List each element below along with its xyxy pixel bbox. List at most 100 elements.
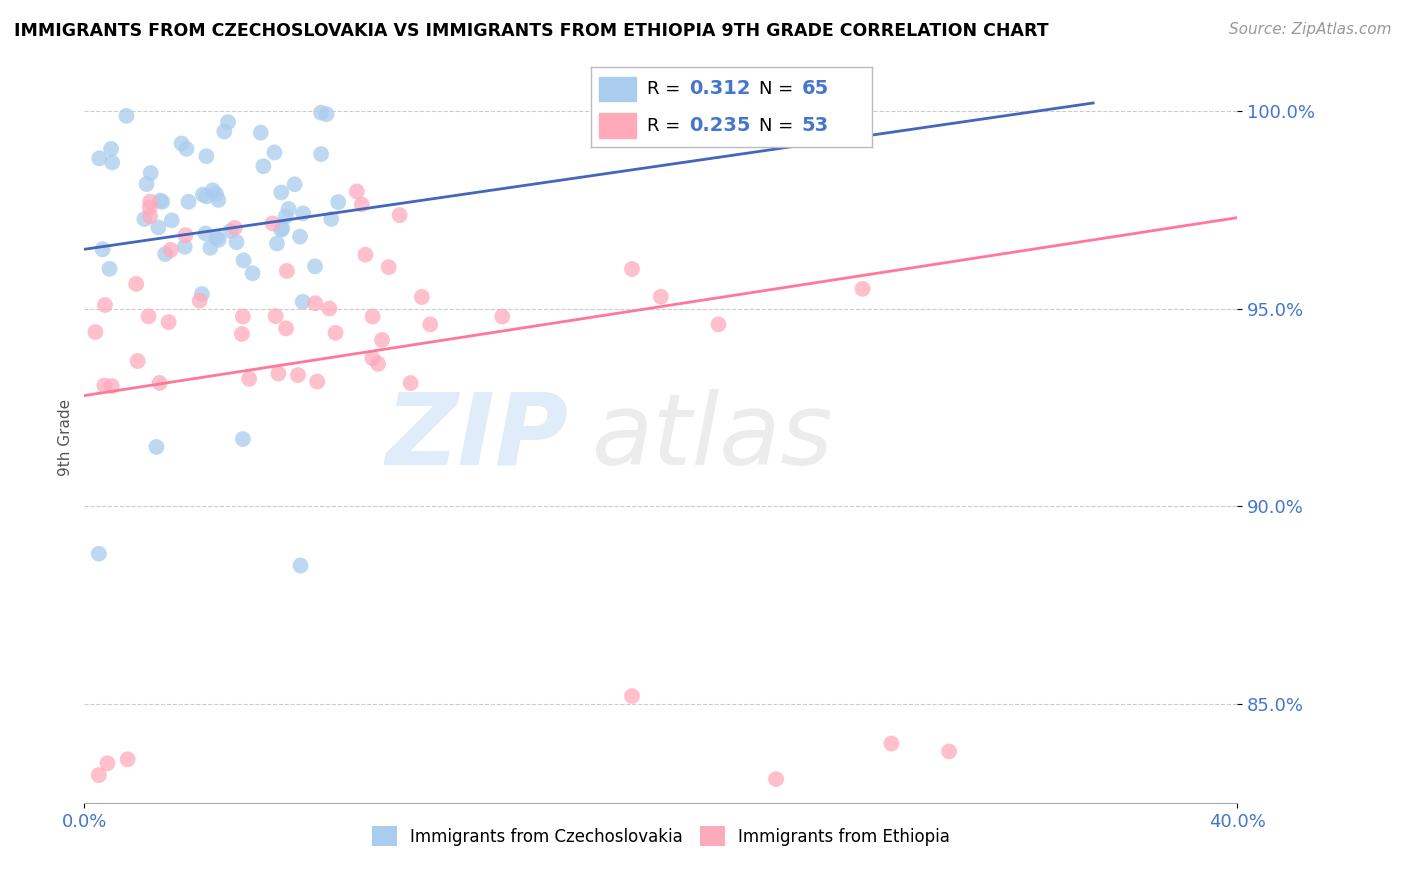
Point [291, 294, 314, 309]
Point [399, 376, 422, 390]
Point [208, 233, 231, 247]
Bar [599, 77, 636, 101]
Point [270, 186, 292, 200]
Text: 65: 65 [801, 79, 828, 98]
Text: atlas: atlas [592, 389, 834, 485]
Bar [599, 113, 636, 137]
Point [96, 756, 118, 771]
Point [270, 223, 292, 237]
Point [271, 221, 294, 235]
Point [149, 194, 172, 208]
Point [315, 107, 337, 121]
Point [267, 367, 290, 381]
Point [87, 768, 110, 782]
Point [219, 224, 242, 238]
Point [159, 243, 181, 257]
Point [263, 145, 285, 160]
Point [938, 744, 960, 758]
Point [292, 206, 315, 220]
Point [621, 262, 644, 277]
Point [377, 260, 399, 274]
Point [325, 326, 347, 340]
Point [205, 230, 228, 244]
Point [354, 248, 377, 262]
Point [188, 293, 211, 308]
Text: 0.312: 0.312 [689, 79, 751, 98]
Point [149, 376, 172, 390]
Point [170, 136, 193, 151]
Point [191, 187, 214, 202]
Point [217, 115, 239, 129]
Point [707, 318, 730, 332]
Point [195, 189, 218, 203]
Point [276, 264, 298, 278]
Point [100, 379, 122, 393]
Point [100, 142, 122, 156]
Text: 53: 53 [801, 116, 828, 135]
Point [621, 689, 644, 703]
Point [388, 208, 411, 222]
Point [194, 227, 217, 241]
Point [249, 126, 271, 140]
Y-axis label: 9th Grade: 9th Grade [58, 399, 73, 475]
Point [101, 155, 124, 169]
Text: Source: ZipAtlas.com: Source: ZipAtlas.com [1229, 22, 1392, 37]
Point [419, 318, 441, 332]
Point [148, 220, 170, 235]
Point [139, 201, 162, 215]
Point [157, 315, 180, 329]
Point [491, 310, 513, 324]
Point [321, 211, 343, 226]
Point [309, 105, 332, 120]
Legend: Immigrants from Czechoslovakia, Immigrants from Ethiopia: Immigrants from Czechoslovakia, Immigran… [366, 820, 956, 853]
Point [115, 109, 138, 123]
Point [98, 261, 121, 276]
Point [232, 310, 254, 324]
Point [201, 183, 224, 197]
Point [277, 202, 299, 216]
Point [367, 357, 389, 371]
Point [283, 178, 305, 192]
Point [765, 772, 787, 786]
Point [304, 296, 326, 310]
Text: N =: N = [759, 79, 799, 97]
Point [232, 432, 254, 446]
Point [371, 333, 394, 347]
Point [346, 185, 368, 199]
Point [176, 142, 198, 156]
Point [650, 290, 672, 304]
Point [290, 558, 312, 573]
Point [880, 737, 903, 751]
Text: ZIP: ZIP [385, 389, 568, 485]
Point [160, 213, 183, 227]
Point [195, 149, 218, 163]
Point [252, 159, 274, 173]
Point [232, 253, 254, 268]
Point [242, 266, 264, 280]
Text: R =: R = [647, 79, 686, 97]
Point [262, 217, 284, 231]
Point [214, 124, 236, 138]
Point [264, 309, 287, 323]
Point [139, 166, 162, 180]
Point [207, 193, 229, 207]
Point [94, 298, 117, 312]
Point [205, 186, 228, 201]
Point [138, 310, 160, 324]
Point [288, 229, 311, 244]
Point [127, 354, 149, 368]
Text: 0.235: 0.235 [689, 116, 751, 135]
Point [304, 260, 326, 274]
Point [361, 310, 384, 324]
Text: R =: R = [647, 117, 686, 135]
Point [276, 321, 298, 335]
Point [87, 547, 110, 561]
Point [145, 440, 167, 454]
Point [91, 242, 114, 256]
Point [155, 247, 177, 261]
Point [225, 235, 247, 250]
Point [411, 290, 433, 304]
Point [274, 210, 297, 224]
Point [191, 287, 214, 301]
Point [350, 197, 373, 211]
